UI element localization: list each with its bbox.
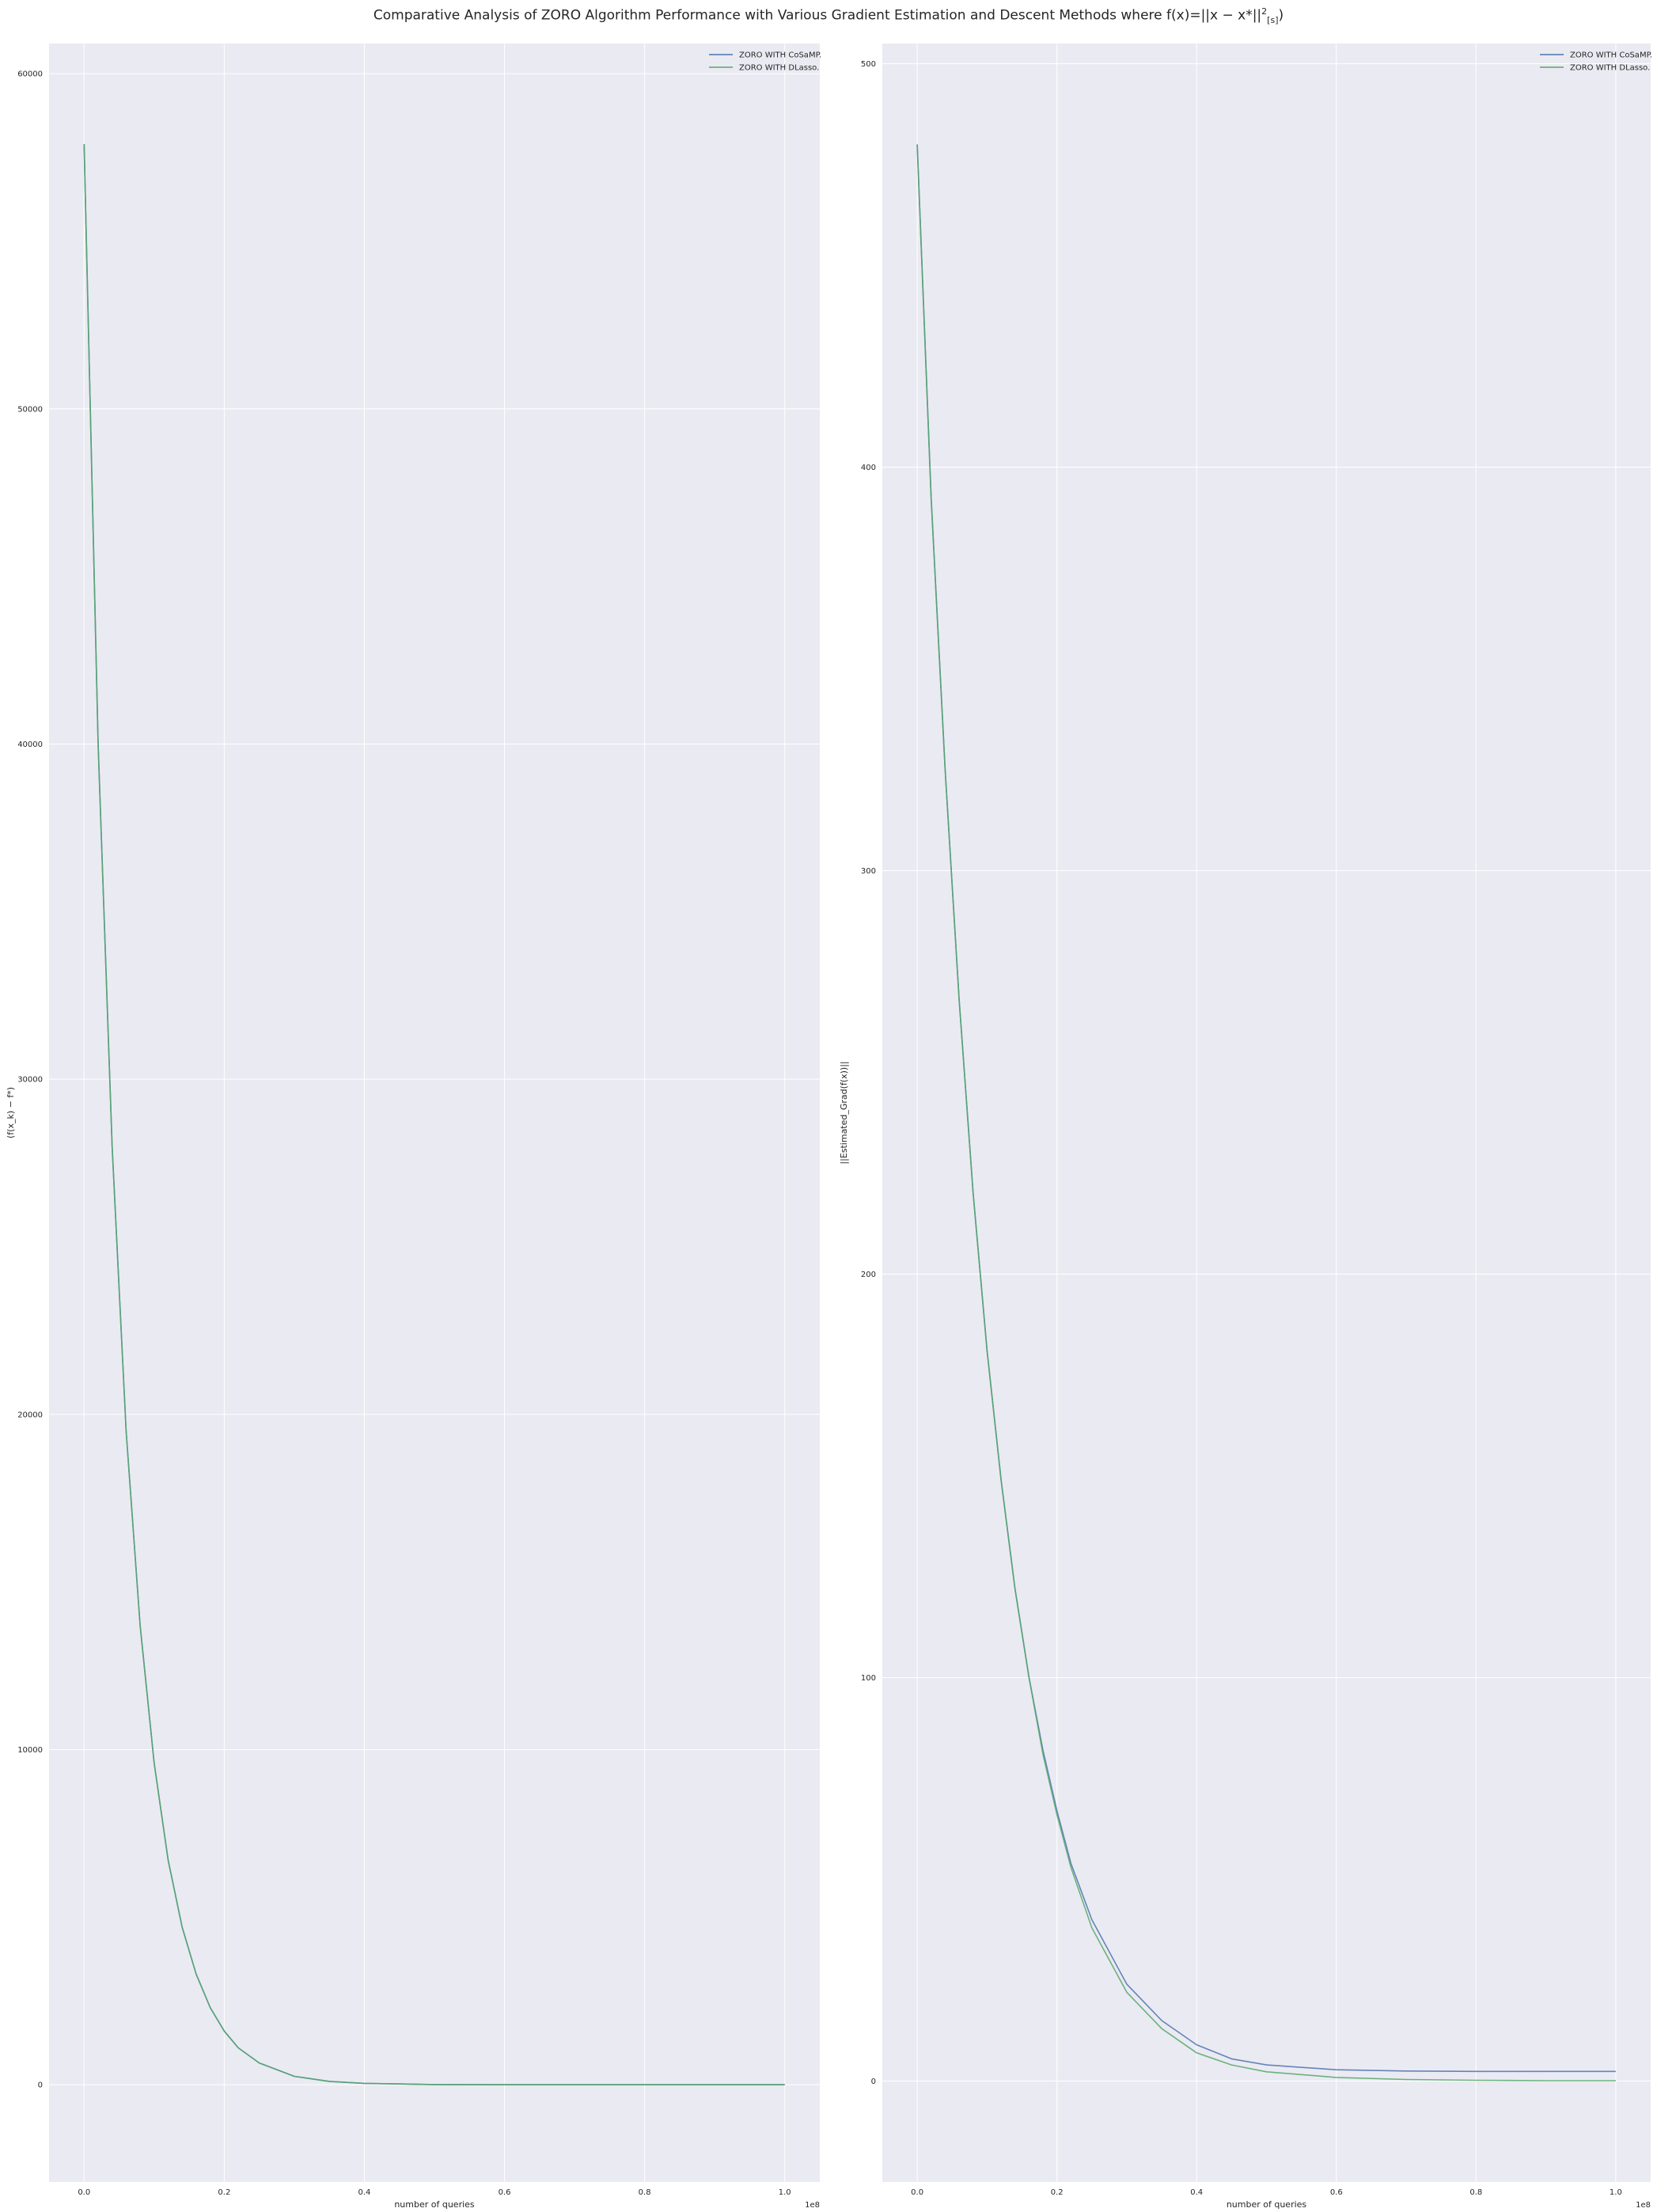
- y-axis-label: ||Estimated_Grad(f(x))||: [839, 1061, 849, 1164]
- y-tick-label: 20000: [17, 1411, 43, 1419]
- y-tick-label: 100: [861, 1674, 876, 1683]
- legend-label-2: ZORO WITH DLasso.: [739, 64, 819, 73]
- series-line-2: [83, 144, 785, 2085]
- legend-label-2: ZORO WITH DLasso.: [1570, 64, 1650, 73]
- plot-area: [49, 44, 820, 2182]
- x-tick-label: 0.8: [1469, 2188, 1482, 2197]
- plot-area: [882, 44, 1651, 2182]
- figure-title-superscript: 2: [1261, 6, 1268, 17]
- x-tick-label: 0.4: [1190, 2188, 1203, 2197]
- chart-panel-1: 0.0 0.2 0.4 0.6 0.8 1.0 0 10000 20000 30000 40000 5…: [6, 44, 821, 2210]
- legend: ZORO WITH CoSaMP. ZORO WITH DLasso.: [709, 51, 821, 73]
- y-tick-label: 50000: [17, 405, 43, 414]
- x-tick-label: 0.2: [1051, 2188, 1064, 2197]
- y-tick-label: 200: [861, 1271, 876, 1279]
- x-axis-label: number of queries: [1227, 2199, 1307, 2210]
- y-tick-label: 40000: [17, 740, 43, 749]
- y-tick-label: 0: [871, 2078, 876, 2086]
- x-offset-label: 1e8: [1636, 2201, 1651, 2210]
- chart-panel-2: 0.0 0.2 0.4 0.6 0.8 1.0 0 100 200 300 400 500 number…: [839, 44, 1652, 2210]
- x-tick-label: 0.4: [358, 2188, 371, 2197]
- figure-title: Comparative Analysis of ZORO Algorithm P…: [0, 6, 1657, 25]
- x-tick-label: 1.0: [1610, 2188, 1622, 2197]
- series-line-2: [916, 144, 1616, 2081]
- y-tick-label: 400: [861, 464, 876, 472]
- x-tick-label: 0.6: [1330, 2188, 1343, 2197]
- figure-title-text: Comparative Analysis of ZORO Algorithm P…: [373, 7, 1262, 24]
- y-tick-label: 500: [861, 60, 876, 69]
- legend: ZORO WITH CoSaMP. ZORO WITH DLasso.: [1540, 51, 1652, 73]
- legend-label-1: ZORO WITH CoSaMP.: [739, 51, 821, 60]
- y-tick-label: 10000: [17, 1746, 43, 1755]
- x-tick-label: 0.8: [639, 2188, 651, 2197]
- x-tick-label: 1.0: [779, 2188, 791, 2197]
- x-axis-label: number of queries: [394, 2199, 475, 2210]
- x-offset-label: 1e8: [805, 2201, 820, 2210]
- x-tick-label: 0.0: [78, 2188, 90, 2197]
- legend-label-1: ZORO WITH CoSaMP.: [1570, 51, 1652, 60]
- y-tick-label: 60000: [17, 70, 43, 79]
- y-axis-label: (f(x_k) − f*): [6, 1087, 16, 1138]
- y-tick-label: 0: [38, 2081, 43, 2090]
- figure-title-subscript: [s]: [1267, 15, 1279, 26]
- x-tick-label: 0.2: [218, 2188, 230, 2197]
- x-tick-label: 0.0: [911, 2188, 923, 2197]
- y-tick-label: 300: [861, 867, 876, 876]
- x-tick-label: 0.6: [499, 2188, 511, 2197]
- y-tick-label: 30000: [17, 1076, 43, 1085]
- figure-title-tail: ): [1278, 7, 1284, 24]
